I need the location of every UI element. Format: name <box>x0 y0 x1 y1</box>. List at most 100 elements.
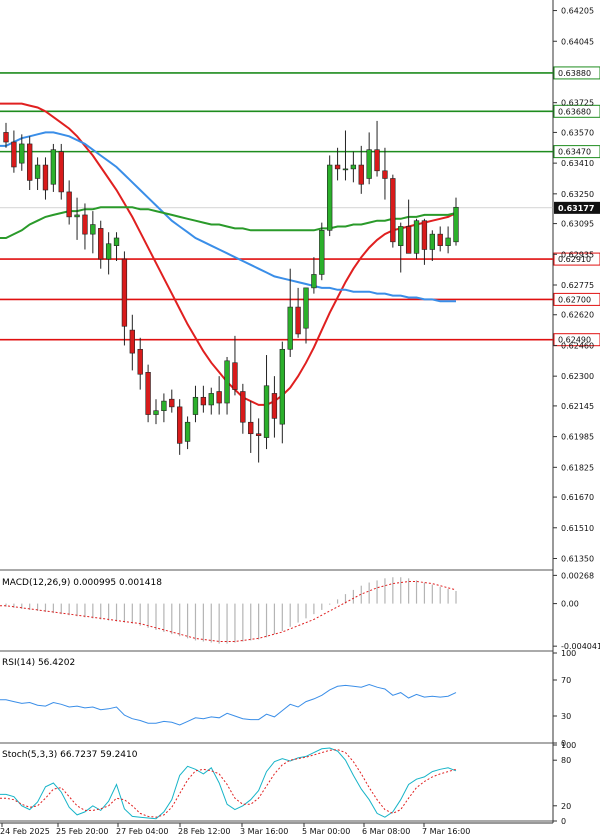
candle-body <box>295 306 301 335</box>
candlesticks <box>3 120 459 463</box>
level-tag-label: 0.62490 <box>558 336 591 345</box>
price-tick-label: 0.64045 <box>561 37 594 46</box>
candle-body <box>11 141 17 168</box>
candle-body <box>90 224 96 235</box>
candle-body <box>319 230 325 275</box>
candle-body <box>50 149 57 185</box>
price-tick-label: 0.62300 <box>561 372 594 381</box>
stoch-tick-label: 20 <box>561 802 571 811</box>
candle-body <box>105 243 112 260</box>
price-tick-label: 0.62145 <box>561 402 594 411</box>
candle-body <box>177 406 183 444</box>
price-tick-label: 0.62935 <box>561 250 594 259</box>
candle-body <box>255 433 262 436</box>
candle-body <box>19 143 25 164</box>
stoch-tick-label: 0 <box>561 817 566 826</box>
candle-body <box>3 132 9 143</box>
time-tick-label: 3 Mar 16:00 <box>240 827 288 836</box>
time-axis: 24 Feb 2025 25 Feb 20:00 27 Feb 04:00 28 Fe… <box>0 822 553 836</box>
rsi-tick-label: 30 <box>561 712 571 721</box>
candle-body <box>374 149 380 172</box>
moving-average-line <box>0 206 457 239</box>
price-tick-label: 0.64205 <box>561 7 594 16</box>
candle-body <box>82 214 88 235</box>
candle-body <box>437 233 443 246</box>
candle-body <box>129 329 135 354</box>
macd-tick-label: -0.004041 <box>561 642 600 651</box>
candle-body <box>334 164 341 170</box>
candle-body <box>200 396 207 406</box>
stoch-label: Stoch(5,3,3) 66.7237 59.2410 <box>2 750 138 760</box>
candle-body <box>240 391 246 423</box>
rsi-tick-label: 70 <box>561 676 571 685</box>
candle-body <box>208 393 214 406</box>
macd-tick-label: 0.00268 <box>561 571 594 580</box>
price-tick-label: 0.61985 <box>561 433 594 442</box>
current-price-tag <box>554 201 600 214</box>
level-tag <box>553 66 600 80</box>
candle-body <box>184 421 191 442</box>
time-tick-label: 5 Mar 00:00 <box>302 827 350 836</box>
candle-body <box>216 391 222 404</box>
time-tick-label: 25 Feb 20:00 <box>56 827 108 836</box>
stoch-panel: 100 80 20 0 <box>0 741 576 826</box>
candle-body <box>34 164 41 179</box>
candle-body <box>405 226 412 254</box>
candle-body <box>366 149 372 179</box>
candle-body <box>98 228 104 260</box>
candle-body <box>137 348 143 375</box>
moving-averages <box>0 102 457 406</box>
price-tick-label: 0.63725 <box>561 99 594 108</box>
support-resistance-levels: 0.63880 0.63680 0.63470 0.62910 0.62700 0.624… <box>0 66 600 347</box>
candle-body <box>382 170 388 179</box>
rsi-tick-label: 0 <box>561 739 566 748</box>
current-price-label: 0.63177 <box>558 204 594 213</box>
rsi-label: RSI(14) 56.4202 <box>2 658 75 668</box>
price-tick-label: 0.63570 <box>561 128 594 137</box>
time-tick-label: 27 Feb 04:00 <box>116 827 168 836</box>
candle-body <box>350 164 357 170</box>
price-tick-label: 0.62775 <box>561 281 594 290</box>
level-tag-label: 0.63470 <box>558 148 591 157</box>
candle-body <box>429 233 435 250</box>
macd-label: MACD(12,26,9) 0.000995 0.001418 <box>2 578 162 588</box>
candle-body <box>58 151 64 193</box>
price-tick-label: 0.63095 <box>561 220 594 229</box>
candle-body <box>113 237 120 246</box>
level-tag <box>553 104 600 118</box>
candle-body <box>311 274 317 289</box>
candle-body <box>263 385 270 438</box>
level-tag-label: 0.62910 <box>558 255 591 264</box>
candle-body <box>169 398 175 408</box>
time-tick-label: 7 Mar 16:00 <box>422 827 470 836</box>
macd-tick-label: 0.00 <box>561 600 579 609</box>
price-tick-label: 0.63250 <box>561 190 594 199</box>
candle-body <box>74 214 80 218</box>
candle-body <box>121 258 128 327</box>
level-tag-label: 0.62700 <box>558 295 591 304</box>
candle-body <box>342 168 349 171</box>
rsi-tick-label: 100 <box>561 649 576 658</box>
price-tick-label: 0.61670 <box>561 493 594 502</box>
level-tag <box>553 145 600 159</box>
candle-body <box>445 237 451 246</box>
stoch-tick-label: 80 <box>561 756 571 765</box>
stoch-k-line <box>0 747 457 820</box>
candle-body <box>358 164 364 185</box>
candle-body <box>145 372 151 415</box>
level-tag-label: 0.63680 <box>558 107 591 116</box>
macd-signal-line <box>0 581 457 642</box>
rsi-line <box>0 683 457 726</box>
level-tag <box>553 292 600 306</box>
candle-body <box>232 362 238 390</box>
macd-panel: 0.00268 0.00 -0.004041 <box>0 571 600 651</box>
candle-body <box>390 178 396 243</box>
stoch-d-line <box>0 749 457 818</box>
price-tick-label: 0.63410 <box>561 159 594 168</box>
candle-body <box>453 206 459 243</box>
candle-body <box>421 220 428 250</box>
price-tick-label: 0.61825 <box>561 463 594 472</box>
moving-average-line <box>0 131 456 303</box>
rsi-panel: 100 70 30 0 <box>0 649 576 748</box>
